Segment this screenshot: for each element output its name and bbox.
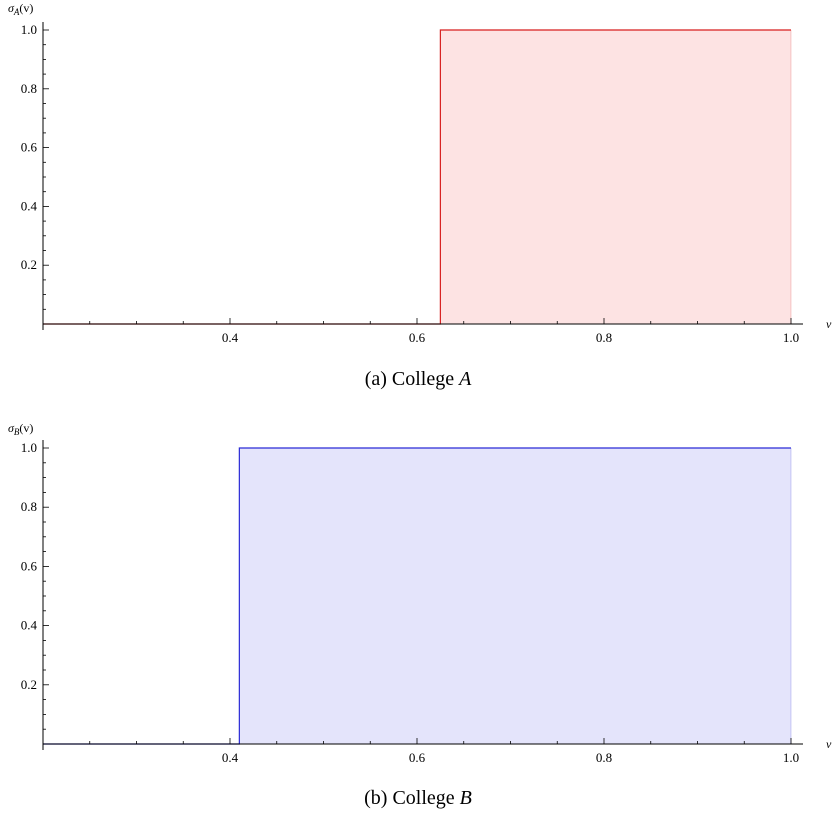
chart-a: 0.4 0.6 0.8 1.0 0.2 0.4 0.6 0.8 1.0 σA(v) ν (a) Col… xyxy=(8,1,832,390)
x-tick-label: 0.4 xyxy=(222,750,239,765)
x-tick-label: 1.0 xyxy=(783,330,799,345)
y-tick-label: 1.0 xyxy=(21,22,37,37)
y-tick-label: 0.8 xyxy=(21,81,37,96)
caption: (b) College B xyxy=(364,787,472,809)
y-axis-label: σB(v) xyxy=(8,421,33,437)
x-tick-label: 0.6 xyxy=(409,330,426,345)
x-tick-label: 0.8 xyxy=(596,330,612,345)
y-tick-label: 0.2 xyxy=(21,677,37,692)
x-tick-label: 1.0 xyxy=(783,750,799,765)
y-tick-label: 0.4 xyxy=(21,618,38,633)
x-tick-label: 0.8 xyxy=(596,750,612,765)
x-axis-label: ν xyxy=(826,317,832,331)
y-tick-label: 0.8 xyxy=(21,499,37,514)
series-fill xyxy=(43,448,791,744)
x-tick-label: 0.6 xyxy=(409,750,426,765)
y-tick-label: 0.6 xyxy=(21,140,38,155)
series-fill xyxy=(43,30,791,324)
caption: (a) College A xyxy=(365,368,472,390)
y-tick-label: 1.0 xyxy=(21,440,37,455)
y-tick-label: 0.4 xyxy=(21,198,38,213)
x-tick-label: 0.4 xyxy=(222,330,239,345)
y-tick-label: 0.6 xyxy=(21,558,38,573)
x-axis-label: ν xyxy=(826,737,832,751)
chart-b: 0.4 0.6 0.8 1.0 0.2 0.4 0.6 0.8 1.0 σB(v) ν (b) Col… xyxy=(8,421,832,809)
y-tick-label: 0.2 xyxy=(21,257,37,272)
y-axis-label: σA(v) xyxy=(8,1,33,17)
